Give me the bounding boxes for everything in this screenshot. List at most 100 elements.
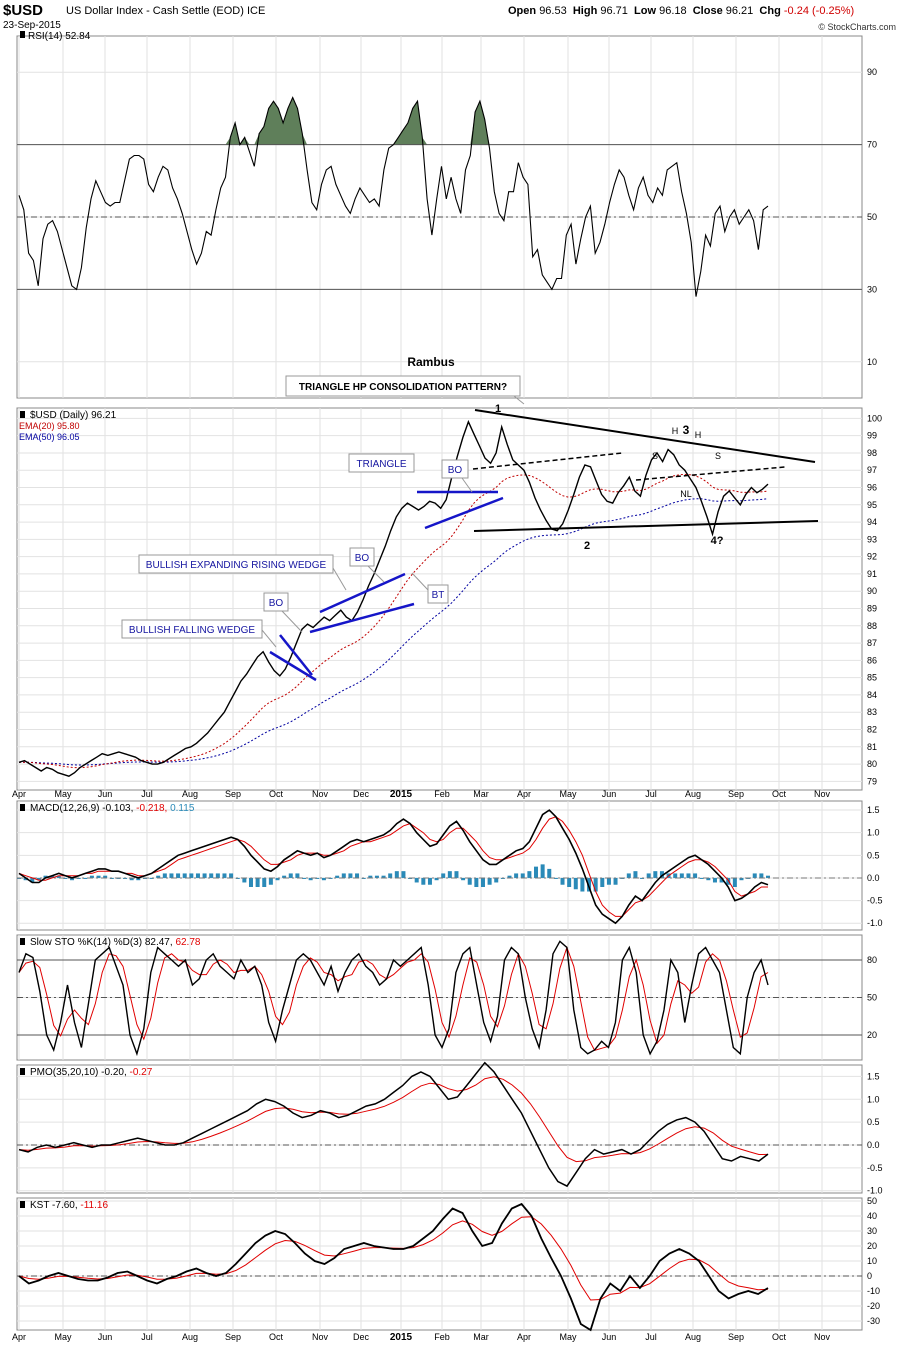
brand-watermark: © StockCharts.com — [818, 22, 896, 32]
price-panel-frame — [16, 407, 863, 791]
open-label: Open — [508, 5, 537, 17]
pmo-ytick-label: 0.5 — [867, 1117, 880, 1127]
price-xtick-label: Feb — [434, 789, 450, 799]
pmo-ytick-label: -0.5 — [867, 1163, 883, 1173]
price-legend: $USD (Daily) 96.21 — [30, 410, 117, 421]
macd-histogram-bar — [136, 877, 141, 881]
pattern-line-2 — [319, 572, 406, 614]
rsi-line — [18, 96, 769, 297]
macd-histogram-bar — [633, 871, 638, 878]
price-ytick-label: 99 — [867, 431, 877, 441]
macd-histogram-bar — [712, 877, 717, 883]
macd-histogram-bar — [454, 871, 459, 878]
macd-histogram-bar — [540, 864, 545, 878]
price-xtick-label: Aug — [182, 789, 198, 799]
macd-histogram-bar — [288, 873, 293, 878]
macd-histogram-bar — [189, 873, 194, 878]
macd-histogram-bar — [89, 875, 94, 878]
kst-panel-frame — [16, 1197, 863, 1331]
macd-histogram-bar — [487, 877, 492, 885]
price-xtick-label: Jun — [602, 789, 617, 799]
macd-histogram-bar — [23, 877, 28, 881]
falling-wedge-callout-pointer — [261, 629, 277, 648]
macd-legend-swatch — [20, 804, 25, 811]
macd-histogram-bar — [282, 875, 287, 878]
price-xtick-label: Oct — [269, 789, 284, 799]
macd-legend: MACD(12,26,9) -0.103, -0.218, 0.115 — [30, 803, 195, 814]
macd-histogram-bar — [255, 877, 260, 887]
macd-histogram-bar — [587, 877, 592, 892]
kst-ytick-label: -10 — [867, 1286, 880, 1296]
macd-histogram-bar — [381, 875, 386, 878]
kst-xtick-label: Aug — [685, 1332, 701, 1342]
macd-histogram-bar — [494, 877, 499, 883]
kst-xtick-label: Nov — [312, 1332, 329, 1342]
macd-histogram-bar — [315, 877, 320, 879]
chg-value: -0.24 (-0.25%) — [783, 5, 855, 17]
macd-histogram-bar — [739, 877, 744, 881]
high-value: 96.71 — [600, 5, 628, 17]
low-label: Low — [634, 5, 657, 17]
kst-ytick-label: 10 — [867, 1256, 877, 1266]
kst-ytick-label: 30 — [867, 1226, 877, 1236]
macd-histogram-bar — [401, 871, 406, 878]
close-value: 96.21 — [725, 5, 754, 17]
macd-histogram-bar — [553, 877, 558, 879]
bo-callout-2-box — [349, 547, 375, 567]
macd-histogram-bar — [673, 873, 678, 878]
pmo-ytick-label: 1.0 — [867, 1094, 880, 1104]
price-ytick-label: 96 — [867, 483, 877, 493]
kst-xtick-label: 2015 — [390, 1332, 413, 1343]
price-line — [18, 419, 769, 777]
macd-histogram-bar — [162, 873, 167, 878]
macd-histogram-bar — [686, 873, 691, 878]
kst-xtick-label: Mar — [473, 1332, 489, 1342]
macd-histogram-bar — [295, 873, 300, 878]
stoch-d-line — [18, 945, 769, 1051]
macd-histogram-bar — [480, 877, 485, 887]
macd-histogram-bar — [474, 877, 479, 887]
kst-legend: KST -7.60, -11.16 — [30, 1200, 108, 1211]
expanding-wedge-callout-label: BULLISH EXPANDING RISING WEDGE — [146, 560, 327, 571]
price-xtick-label: Jul — [141, 789, 153, 799]
kst-xtick-label: Apr — [517, 1332, 531, 1342]
macd-histogram-bar — [507, 875, 512, 878]
rsi-ytick-label: 10 — [867, 357, 877, 367]
stoch-legend: Slow STO %K(14) %D(3) 82.47, 62.78 — [30, 937, 201, 948]
macd-histogram-bar — [527, 871, 532, 878]
price-xtick-label: Sep — [225, 789, 241, 799]
macd-histogram-bar — [613, 877, 618, 885]
bo-callout-3-label: BO — [448, 465, 463, 476]
bo-callout-1-label: BO — [269, 598, 284, 609]
macd-histogram-bar — [759, 873, 764, 878]
macd-histogram-bar — [182, 873, 187, 878]
point-1-label: 1 — [495, 403, 501, 415]
neckline-label: NL — [680, 489, 692, 499]
ema20-legend: EMA(20) 95.80 — [19, 421, 80, 431]
macd-ytick-label: 0.5 — [867, 850, 880, 860]
price-xtick-label: Nov — [814, 789, 831, 799]
macd-histogram-bar — [209, 873, 214, 878]
kst-xtick-label: Apr — [12, 1332, 26, 1342]
macd-histogram-bar — [567, 877, 572, 887]
macd-histogram-bar — [706, 877, 711, 881]
price-xtick-label: Dec — [353, 789, 370, 799]
price-ytick-label: 81 — [867, 742, 877, 752]
triangle-callout-box — [348, 453, 415, 473]
macd-histogram-bar — [63, 877, 68, 879]
pattern-line-1 — [279, 634, 313, 676]
open-value: 96.53 — [539, 5, 567, 17]
price-ytick-label: 79 — [867, 776, 877, 786]
stoch-k-line — [18, 940, 769, 1057]
rambus-label: Rambus — [407, 355, 455, 369]
macd-histogram-bar — [593, 877, 598, 892]
macd-histogram-bar — [202, 873, 207, 878]
macd-histogram-bar — [600, 877, 605, 887]
macd-histogram-bar — [726, 877, 731, 885]
rsi-legend-swatch — [20, 31, 25, 38]
price-ytick-label: 100 — [867, 413, 882, 423]
stoch-ytick-label: 50 — [867, 993, 877, 1003]
rsi-ytick-label: 30 — [867, 284, 877, 294]
price-ytick-label: 84 — [867, 690, 877, 700]
